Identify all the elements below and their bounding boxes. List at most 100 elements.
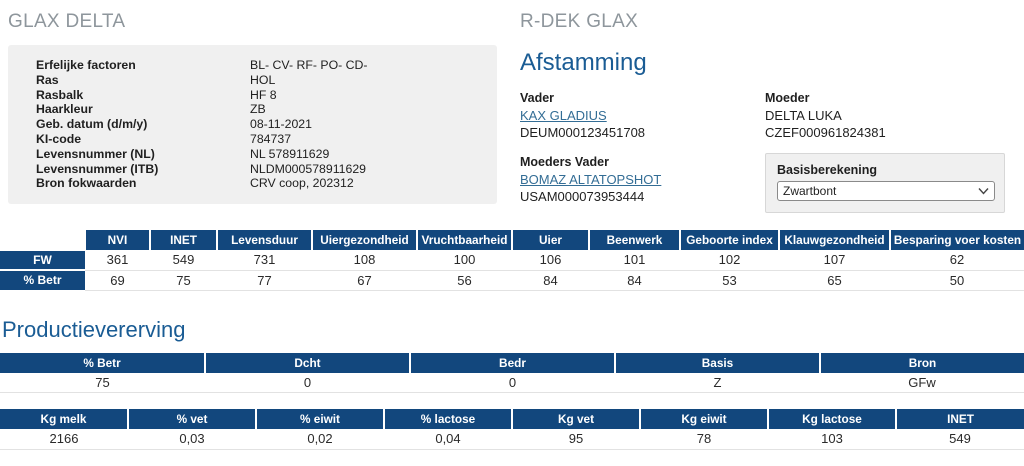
column-header: Kg melk xyxy=(0,409,128,429)
info-value: NL 578911629 xyxy=(250,146,330,161)
basisberekening-select[interactable]: Zwartbont xyxy=(777,181,995,201)
column-header: Basis xyxy=(614,352,820,373)
cell: 50 xyxy=(890,270,1024,291)
info-label: Rasbalk xyxy=(36,87,84,102)
info-label: Levensnummer (ITB) xyxy=(36,161,159,176)
info-value: CRV coop, 202312 xyxy=(250,176,354,191)
cell: 84 xyxy=(512,270,589,291)
info-row: Bron fokwaarden CRV coop, 202312 xyxy=(36,176,487,191)
cell: 95 xyxy=(512,429,640,450)
cell: 0,04 xyxy=(384,429,512,450)
moeders-vader-label: Moeders Vader xyxy=(520,155,609,169)
column-header: Vruchtbaarheid xyxy=(416,230,512,250)
cell: 731 xyxy=(217,250,312,271)
info-row: KI-code 784737 xyxy=(36,132,487,147)
column-header: NVI xyxy=(84,230,150,250)
column-header: Kg eiwit xyxy=(639,409,768,429)
cell: 107 xyxy=(779,250,890,271)
vader-id: DEUM000123451708 xyxy=(520,125,646,140)
pedigree-grid: Vader KAX GLADIUS DEUM000123451708 Moede… xyxy=(520,91,1024,213)
info-label: Geb. datum (d/m/y) xyxy=(36,117,148,132)
cell: 361 xyxy=(85,250,150,271)
animal-name-title: GLAX DELTA xyxy=(8,11,126,32)
table-header-row: Kg melk % vet % eiwit % lactose Kg vet K… xyxy=(0,409,1024,429)
info-row: Rasbalk HF 8 xyxy=(36,88,487,103)
column-header: % eiwit xyxy=(255,409,384,429)
cell: 75 xyxy=(0,372,205,393)
cell: 2166 xyxy=(0,429,128,450)
cell: 549 xyxy=(150,250,217,271)
info-value: HOL xyxy=(250,72,276,87)
vader-link[interactable]: KAX GLADIUS xyxy=(520,108,607,123)
cell: 101 xyxy=(589,250,680,271)
column-header: Uiergezondheid xyxy=(311,230,417,250)
info-value: 784737 xyxy=(250,131,292,146)
cell: 65 xyxy=(779,270,890,291)
row-label: FW xyxy=(0,249,85,271)
column-header: Kg vet xyxy=(511,409,640,429)
info-row: Levensnummer (NL) NL 578911629 xyxy=(36,147,487,162)
cell: 69 xyxy=(85,270,150,291)
cell: 62 xyxy=(890,250,1024,271)
moeder-block: Moeder DELTA LUKA CZEF000961824381 xyxy=(765,91,1024,140)
column-header: INET xyxy=(149,230,217,250)
moeders-vader-id: USAM000073953444 xyxy=(520,189,645,204)
column-header: % vet xyxy=(127,409,256,429)
cell: Z xyxy=(615,372,820,393)
info-label: Haarkleur xyxy=(36,102,93,117)
cell: 75 xyxy=(150,270,217,291)
cell: 100 xyxy=(417,250,512,271)
cell: GFw xyxy=(820,372,1024,393)
column-header: Dcht xyxy=(204,352,410,373)
info-value: BL- CV- RF- PO- CD- xyxy=(250,58,368,72)
cell: 53 xyxy=(680,270,779,291)
column-header: Bron xyxy=(819,352,1024,373)
vader-block: Vader KAX GLADIUS DEUM000123451708 xyxy=(520,91,765,140)
info-label: Bron fokwaarden xyxy=(36,176,137,191)
basisberekening-label: Basisberekening xyxy=(777,163,878,177)
column-header: INET xyxy=(895,409,1024,429)
column-header: Levensduur xyxy=(216,230,312,250)
moeder-name: DELTA LUKA xyxy=(765,108,842,123)
cell: 0 xyxy=(205,372,410,393)
cell: 102 xyxy=(680,250,779,271)
cell: 0,02 xyxy=(256,429,384,450)
moeder-id: CZEF000961824381 xyxy=(765,125,886,140)
cell: 103 xyxy=(768,429,896,450)
afstamming-heading: Afstamming xyxy=(520,49,647,76)
info-row: Erfelijke factoren BL- CV- RF- PO- CD- xyxy=(36,58,487,73)
table-row: FW 361 549 731 108 100 106 101 102 107 6… xyxy=(0,249,1024,271)
info-value: HF 8 xyxy=(250,87,277,102)
breeding-values-table: NVI INET Levensduur Uiergezondheid Vruch… xyxy=(0,230,1024,291)
column-header: Kg lactose xyxy=(767,409,896,429)
cell: 549 xyxy=(896,429,1024,450)
cell: 106 xyxy=(512,250,589,271)
moeders-vader-link[interactable]: BOMAZ ALTATOPSHOT xyxy=(520,172,662,187)
cell: 0,03 xyxy=(128,429,256,450)
cell: 78 xyxy=(640,429,768,450)
info-value: ZB xyxy=(250,102,266,117)
column-header: Uier xyxy=(511,230,589,250)
table-row: % Betr 69 75 77 67 56 84 84 53 65 50 xyxy=(0,269,1024,291)
cell: 77 xyxy=(217,270,312,291)
animal-info-column: GLAX DELTA Erfelijke factoren BL- CV- RF-… xyxy=(0,0,497,213)
info-value: NLDM000578911629 xyxy=(250,161,366,176)
info-label: Ras xyxy=(36,72,59,87)
cell: 108 xyxy=(312,250,417,271)
cell: 84 xyxy=(589,270,680,291)
column-header: % Betr xyxy=(0,352,205,373)
column-header: Besparing voer kosten xyxy=(889,230,1024,250)
info-label: Erfelijke factoren xyxy=(36,58,136,72)
info-value: 08-11-2021 xyxy=(250,117,312,132)
table-header-row: % Betr Dcht Bedr Basis Bron xyxy=(0,352,1024,373)
column-header: Bedr xyxy=(409,352,615,373)
pedigree-column: R-DEK GLAX Afstamming Vader KAX GLADIUS … xyxy=(497,0,1024,213)
info-row: Levensnummer (ITB) NLDM000578911629 xyxy=(36,162,487,177)
info-row: Ras HOL xyxy=(36,73,487,88)
table-row: 2166 0,03 0,02 0,04 95 78 103 549 xyxy=(0,429,1024,450)
table-row: 75 0 0 Z GFw xyxy=(0,372,1024,393)
column-header: % lactose xyxy=(383,409,512,429)
productievererving-heading: Productievererving xyxy=(2,316,186,342)
vader-label: Vader xyxy=(520,91,555,105)
cell: 0 xyxy=(410,372,615,393)
